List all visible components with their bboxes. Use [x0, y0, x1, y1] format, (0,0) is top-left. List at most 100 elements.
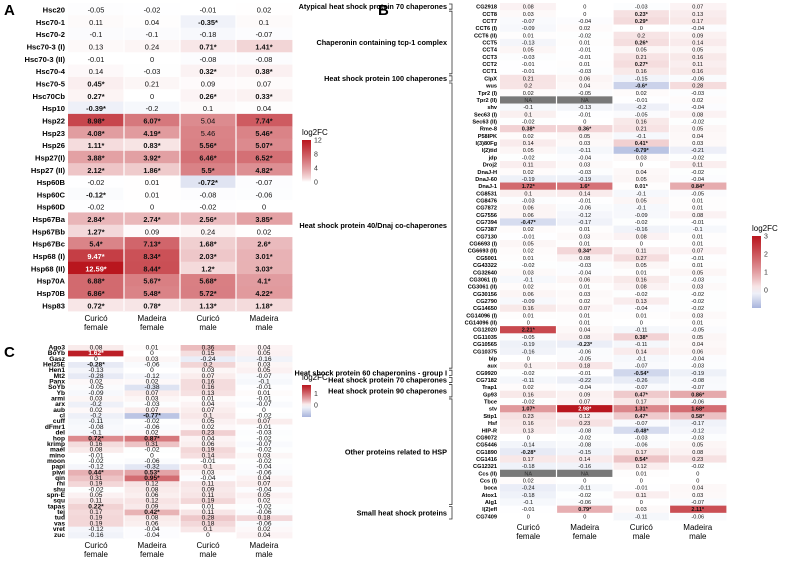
heatmap-cell [124, 249, 181, 263]
cell-value: 0 [583, 479, 586, 485]
heatmap-cell [180, 362, 237, 369]
row-label: CG7387 [476, 227, 497, 233]
cell-value: 6.07* [143, 116, 160, 125]
group-bracket [449, 376, 453, 383]
cell-value: -0.12 [88, 526, 103, 533]
heatmap-cell [124, 64, 181, 78]
cell-value: 0.03 [202, 469, 215, 476]
cell-value: -0.04 [144, 526, 159, 533]
heatmap-cell [180, 520, 237, 528]
cell-value: 7.74* [255, 116, 272, 125]
heatmap-cell [236, 362, 293, 369]
row-label: CG8476 [476, 198, 497, 204]
cell-value: -0.02 [691, 299, 704, 305]
heatmap-cell [68, 39, 125, 53]
heatmap-cell [180, 390, 237, 397]
cell-value: 2.03* [199, 252, 216, 261]
heatmap-cell [556, 218, 614, 226]
row-label: CG8531 [476, 191, 497, 197]
heatmap-cell [68, 187, 125, 201]
cell-value: 0.01 [692, 321, 703, 327]
cell-value: 0.07 [202, 407, 215, 414]
cell-value: 0.21 [636, 55, 647, 61]
heatmap-cell [500, 419, 557, 428]
heatmap-cell [669, 225, 727, 234]
heatmap-cell [236, 175, 293, 189]
heatmap-cell [180, 481, 237, 488]
heatmap-cell [669, 347, 727, 356]
row-label: CG2918 [476, 5, 497, 11]
row-label: Hsc70-5 [36, 80, 66, 89]
heatmap-cell [124, 520, 181, 528]
cell-value: 0.01 [146, 344, 159, 351]
cell-value: 0.13 [636, 299, 647, 305]
cell-value: -0.2 [90, 401, 102, 408]
heatmap-cell [124, 515, 181, 522]
heatmap-cell [556, 412, 614, 420]
cell-value: -0.1 [636, 356, 646, 362]
row-label: Hsp26 [42, 141, 65, 150]
row-label: Hsp70A [37, 277, 66, 286]
heatmap-cell [68, 52, 125, 65]
heatmap-cell [556, 383, 614, 392]
heatmap-cell [124, 379, 181, 386]
heatmap-cell [236, 373, 293, 380]
cell-value: -0.06 [691, 76, 704, 82]
cell-value: -0.39* [86, 104, 106, 113]
heatmap-cell [556, 512, 614, 521]
cell-value: 0.11 [202, 509, 215, 516]
heatmap-cell [124, 212, 181, 226]
cell-value: 0.01 [692, 234, 703, 240]
cell-value: 0.41* [635, 141, 649, 147]
heatmap-cell [180, 356, 237, 363]
cell-value: -0.08 [691, 378, 704, 384]
cell-value: -0.04 [144, 532, 159, 539]
heatmap-cell [556, 17, 614, 25]
cell-value: 0.08 [90, 447, 103, 454]
row-label: Gp93 [483, 392, 497, 398]
heatmap-cell [236, 515, 293, 522]
cell-value: -0.28* [521, 450, 537, 456]
heatmap-cell [236, 379, 293, 386]
cell-value: -0.2 [90, 413, 102, 420]
heatmap-cell [669, 484, 727, 492]
cell-value: 0.38* [635, 335, 649, 341]
heatmap-cell [669, 290, 727, 298]
cell-value: 0.03 [90, 396, 103, 403]
heatmap-cell [180, 475, 237, 482]
cell-value: 0 [150, 92, 154, 101]
cell-value: 0.03 [692, 493, 703, 499]
row-label: Hsp83 [42, 301, 65, 310]
cell-value: 0.38* [522, 127, 536, 133]
row-label: Hsp60C [37, 190, 66, 199]
cell-value: -0.06 [578, 349, 591, 355]
cell-value: -0.02 [691, 170, 704, 176]
cell-value: 0.14 [89, 67, 103, 76]
row-label: CG9072 [476, 435, 497, 441]
heatmap-cell [68, 469, 125, 476]
heatmap-cell [500, 318, 557, 327]
heatmap-cell [613, 139, 670, 148]
cell-value: -0.15 [578, 450, 591, 456]
heatmap-cell [180, 3, 237, 16]
group-bracket [449, 506, 453, 520]
heatmap-cell [556, 369, 614, 377]
cell-value: 0.01 [202, 503, 215, 510]
heatmap-cell [556, 132, 614, 140]
cell-value: 0.03 [146, 396, 159, 403]
heatmap-cell [613, 53, 670, 61]
heatmap-cell [68, 418, 125, 425]
heatmap-cell [236, 274, 293, 287]
row-label: Hsp60B [37, 178, 66, 187]
cell-value: 4.22* [255, 289, 272, 298]
row-label: CG43322 [473, 263, 497, 269]
cell-value: 0 [640, 321, 643, 327]
heatmap-cell [613, 268, 670, 277]
heatmap-cell [236, 76, 293, 90]
cell-value: 0.02 [523, 385, 534, 391]
cell-value: 0.54* [635, 457, 649, 463]
heatmap-cell [68, 113, 125, 127]
heatmap-cell [613, 469, 670, 478]
cell-value: -0.02 [691, 292, 704, 298]
heatmap-cell [124, 418, 181, 425]
